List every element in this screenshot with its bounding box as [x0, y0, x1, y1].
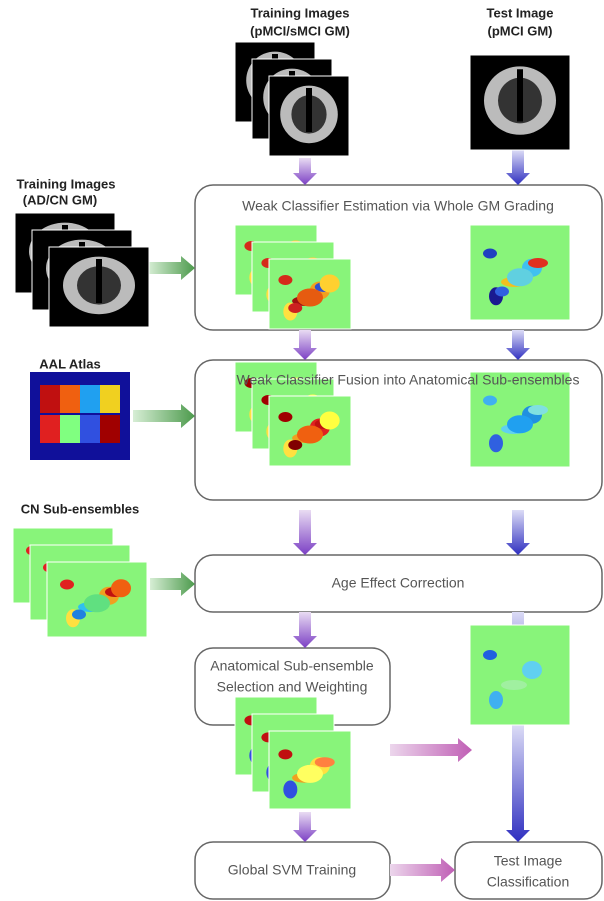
- layout: [12, 41, 603, 900]
- map-image: [297, 425, 323, 444]
- map-image: [84, 594, 110, 613]
- atlas-image: [100, 385, 120, 413]
- stage-title: Weak Classifier Estimation via Whole GM …: [242, 198, 554, 214]
- label: Training Images: [17, 176, 116, 191]
- map-image: [111, 579, 131, 598]
- brain-image: [306, 88, 312, 132]
- stage-box: [454, 841, 603, 900]
- arrow: [148, 256, 195, 280]
- label: CN Sub-ensembles: [21, 501, 139, 516]
- stage-title: Selection and Weighting: [217, 679, 368, 695]
- map-image: [528, 405, 548, 415]
- map-image: [522, 661, 542, 679]
- arrow: [133, 404, 195, 428]
- arrow: [293, 510, 317, 555]
- map-image: [72, 609, 86, 620]
- label: (pMCI/sMCI GM): [250, 23, 350, 38]
- arrow: [390, 858, 455, 882]
- map-image: [278, 275, 293, 285]
- atlas-image: [80, 385, 100, 413]
- map-image: [297, 288, 323, 307]
- map-image: [507, 268, 533, 287]
- stage-title: Anatomical Sub-ensemble: [210, 658, 374, 674]
- atlas-image: [40, 415, 60, 443]
- map-image: [297, 764, 323, 783]
- stage-title: Weak Classifier Fusion into Anatomical S…: [237, 372, 580, 388]
- map-image: [278, 412, 293, 422]
- map-image: [469, 624, 571, 726]
- arrow: [506, 150, 530, 185]
- arrow: [506, 330, 530, 360]
- atlas-image: [40, 385, 60, 413]
- stage-title: Test Image: [494, 853, 563, 869]
- map-image: [483, 395, 497, 406]
- arrow: [293, 612, 317, 648]
- arrow: [506, 725, 530, 842]
- stage-box: [194, 554, 603, 613]
- map-image: [483, 650, 497, 660]
- stage-title: Age Effect Correction: [332, 575, 465, 591]
- map-image: [319, 411, 340, 430]
- map-image: [278, 749, 293, 760]
- brain-image: [517, 69, 523, 122]
- map-image: [288, 303, 303, 313]
- map-image: [483, 248, 497, 259]
- arrow: [293, 812, 317, 842]
- map-image: [60, 579, 74, 590]
- label: (pMCI GM): [488, 23, 553, 38]
- arrow: [293, 158, 317, 185]
- atlas-image: [60, 385, 80, 413]
- label: Training Images: [251, 5, 350, 20]
- map-image: [528, 258, 548, 268]
- atlas-image: [100, 415, 120, 443]
- arrow: [390, 738, 472, 762]
- stage-title: Global SVM Training: [228, 862, 356, 878]
- map-image: [489, 434, 503, 453]
- label: Test Image: [487, 5, 554, 20]
- map-image: [507, 415, 533, 434]
- arrow: [150, 572, 195, 596]
- label: AAL Atlas: [39, 356, 100, 371]
- map-image: [501, 680, 527, 690]
- atlas-image: [80, 415, 100, 443]
- arrow: [293, 330, 317, 360]
- map-image: [495, 286, 509, 297]
- atlas-image: [60, 415, 80, 443]
- map-image: [288, 440, 303, 450]
- map-image: [319, 274, 340, 293]
- stage-title: Classification: [487, 874, 569, 890]
- map-image: [489, 691, 503, 709]
- brain-image: [96, 259, 102, 303]
- map-image: [283, 780, 298, 799]
- map-image: [314, 757, 335, 768]
- label: (AD/CN GM): [23, 192, 97, 207]
- arrow: [506, 510, 530, 555]
